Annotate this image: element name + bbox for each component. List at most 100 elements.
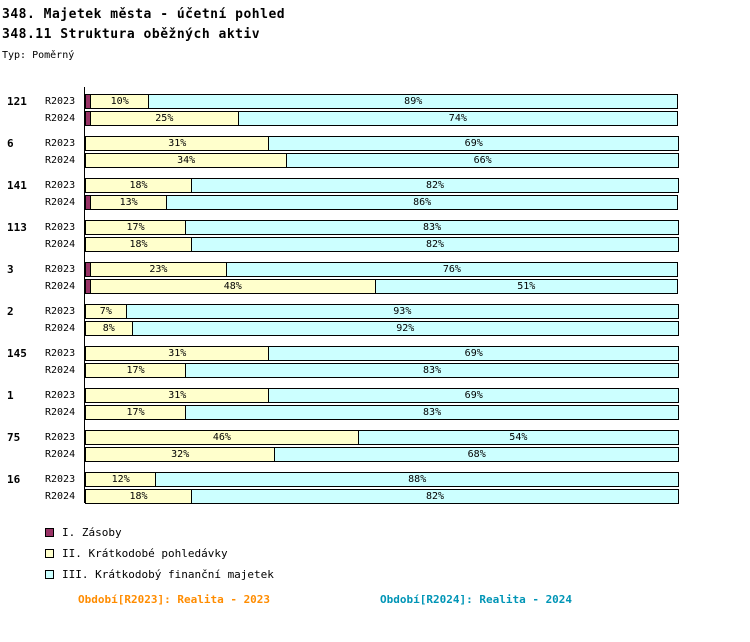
bar-group-2: 2 R2023 7% 93% R2024 8% 92% xyxy=(0,303,750,337)
bar-row: R2024 32% 68% xyxy=(0,446,750,463)
bar-segment-series-3: 76% xyxy=(225,262,678,277)
bar-segment-series-3: 83% xyxy=(185,363,679,378)
stacked-bar: 18% 82% xyxy=(85,237,680,252)
bar-row: 113 R2023 17% 83% xyxy=(0,219,750,236)
stacked-bar: 17% 83% xyxy=(85,363,680,378)
bar-segment-series-3: 82% xyxy=(191,237,679,252)
bar-segment-series-3: 69% xyxy=(268,136,679,151)
row-label: R2024 xyxy=(45,491,76,502)
bar-row: R2024 17% 83% xyxy=(0,404,750,421)
bar-segment-series-2: 12% xyxy=(85,472,157,487)
bar-segment-series-3: 69% xyxy=(268,346,679,361)
row-label: R2023 xyxy=(45,432,76,443)
bar-segment-series-3: 69% xyxy=(268,388,679,403)
stacked-bar: 46% 54% xyxy=(85,430,680,445)
stacked-bar: 31% 69% xyxy=(85,136,680,151)
y-axis-line xyxy=(84,87,85,503)
row-label: R2024 xyxy=(45,281,76,292)
bar-group-145: 145 R2023 31% 69% R2024 17% 83% xyxy=(0,345,750,379)
stacked-bar: 31% 69% xyxy=(85,346,680,361)
bar-group-3: 3 R2023 23% 76% R2024 48% 51% xyxy=(0,261,750,295)
plot-wrap: 121 R2023 10% 89% R2024 25% 74% 6 R2023 31% 69% R20… xyxy=(0,87,750,505)
group-label: 16 xyxy=(7,473,21,486)
bar-segment-series-3: 82% xyxy=(191,489,679,504)
stacked-bar: 31% 69% xyxy=(85,388,680,403)
bar-row: 75 R2023 46% 54% xyxy=(0,429,750,446)
bar-row: 145 R2023 31% 69% xyxy=(0,345,750,362)
group-label: 113 xyxy=(7,221,27,234)
bar-row: 121 R2023 10% 89% xyxy=(0,93,750,110)
bar-row: R2024 13% 86% xyxy=(0,194,750,211)
legend-item: III. Krátkodobý finanční majetek xyxy=(45,567,750,581)
stacked-bar: 7% 93% xyxy=(85,304,680,319)
legend-item: II. Krátkodobé pohledávky xyxy=(45,546,750,560)
group-label: 145 xyxy=(7,347,27,360)
bar-row: 2 R2023 7% 93% xyxy=(0,303,750,320)
stacked-bar: 12% 88% xyxy=(85,472,680,487)
stacked-bar: 18% 82% xyxy=(85,178,680,193)
bar-segment-series-2: 18% xyxy=(85,178,193,193)
bar-segment-series-3: 68% xyxy=(274,447,679,462)
group-label: 2 xyxy=(7,305,14,318)
bar-segment-series-2: 17% xyxy=(85,363,187,378)
chart-legend: I. Zásoby II. Krátkodobé pohledávky III. K… xyxy=(45,525,750,581)
row-label: R2023 xyxy=(45,96,76,107)
stacked-bar: 23% 76% xyxy=(85,262,680,277)
bar-row: 16 R2023 12% 88% xyxy=(0,471,750,488)
bar-segment-series-3: 88% xyxy=(155,472,679,487)
bar-segment-series-2: 31% xyxy=(85,346,270,361)
stacked-bar: 8% 92% xyxy=(85,321,680,336)
chart-footer: Období[R2023]: Realita - 2023 Období[R20… xyxy=(0,593,750,607)
bar-segment-series-2: 34% xyxy=(85,153,288,168)
bar-row: 141 R2023 18% 82% xyxy=(0,177,750,194)
bar-segment-series-2: 23% xyxy=(89,262,227,277)
row-label: R2024 xyxy=(45,239,76,250)
stacked-bar: 10% 89% xyxy=(85,94,680,109)
row-label: R2024 xyxy=(45,407,76,418)
bar-segment-series-3: 83% xyxy=(185,220,679,235)
group-label: 121 xyxy=(7,95,27,108)
legend-label: I. Zásoby xyxy=(62,525,122,539)
stacked-bar: 48% 51% xyxy=(85,279,680,294)
stacked-bar: 18% 82% xyxy=(85,489,680,504)
bar-segment-series-3: 86% xyxy=(166,195,678,210)
bar-row: R2024 48% 51% xyxy=(0,278,750,295)
chart-title: 348. Majetek města - účetní pohled xyxy=(2,7,286,22)
bar-group-75: 75 R2023 46% 54% R2024 32% 68% xyxy=(0,429,750,463)
row-label: R2024 xyxy=(45,197,76,208)
bar-segment-series-2: 17% xyxy=(85,220,187,235)
bar-segment-series-2: 32% xyxy=(85,447,276,462)
bar-row: R2024 17% 83% xyxy=(0,362,750,379)
row-label: R2023 xyxy=(45,138,76,149)
stacked-bar: 13% 86% xyxy=(85,195,680,210)
row-label: R2024 xyxy=(45,449,76,460)
bar-segment-series-3: 74% xyxy=(237,111,678,126)
row-label: R2023 xyxy=(45,474,76,485)
row-label: R2023 xyxy=(45,264,76,275)
bar-segment-series-3: 82% xyxy=(191,178,679,193)
legend-item: I. Zásoby xyxy=(45,525,750,539)
bar-segment-series-2: 13% xyxy=(89,195,168,210)
chart-type-label: Typ: Poměrný xyxy=(2,50,75,61)
bar-segment-series-3: 93% xyxy=(125,304,679,319)
row-label: R2024 xyxy=(45,155,76,166)
bar-row: R2024 18% 82% xyxy=(0,236,750,253)
group-label: 75 xyxy=(7,431,21,444)
period-r2024-label: Období[R2024]: Realita - 2024 xyxy=(380,593,573,606)
legend-swatch-icon xyxy=(45,569,54,579)
group-label: 1 xyxy=(7,389,14,402)
plot-area: 121 R2023 10% 89% R2024 25% 74% 6 R2023 31% 69% R20… xyxy=(0,93,750,505)
row-label: R2024 xyxy=(45,365,76,376)
bar-segment-series-2: 48% xyxy=(89,279,376,294)
bar-segment-series-3: 54% xyxy=(357,430,679,445)
row-label: R2023 xyxy=(45,306,76,317)
bar-group-141: 141 R2023 18% 82% R2024 13% 86% xyxy=(0,177,750,211)
group-label: 141 xyxy=(7,179,27,192)
group-label: 3 xyxy=(7,263,14,276)
row-label: R2023 xyxy=(45,222,76,233)
row-label: R2023 xyxy=(45,348,76,359)
stacked-bar: 25% 74% xyxy=(85,111,680,126)
row-label: R2023 xyxy=(45,180,76,191)
bar-row: 3 R2023 23% 76% xyxy=(0,261,750,278)
bar-segment-series-3: 92% xyxy=(131,321,679,336)
